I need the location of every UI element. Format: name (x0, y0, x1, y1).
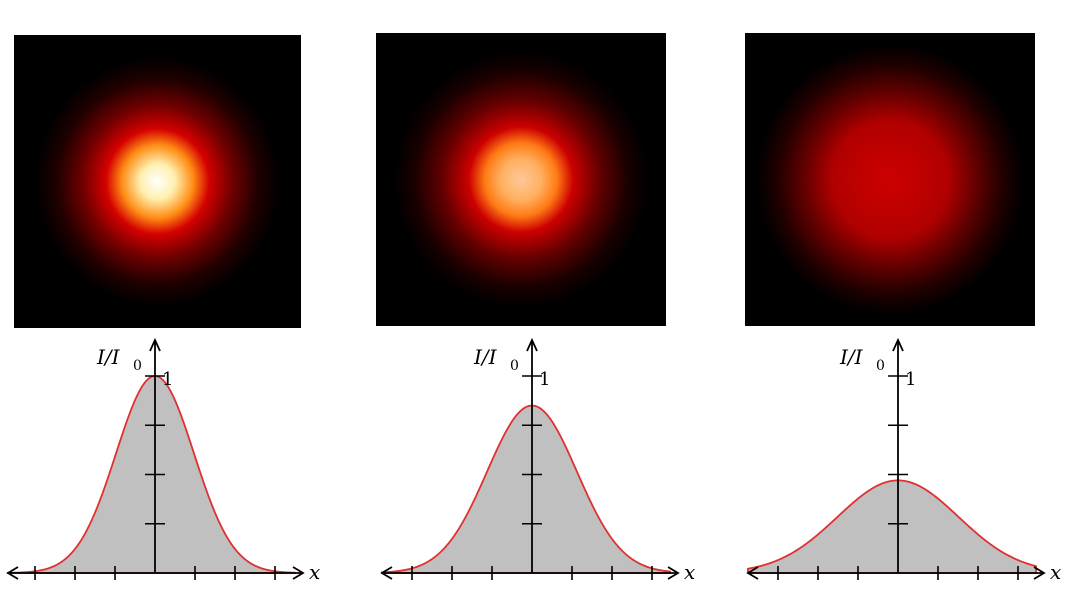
y-axis-label: I/I (473, 345, 498, 369)
panel-1: 1 I/I 0 x (6, 35, 320, 584)
x-axis-label: x (684, 560, 695, 584)
y-axis-arrow-3 (892, 337, 904, 352)
y-axis-arrow-1 (149, 337, 161, 352)
y-axis-label: I/I (839, 345, 864, 369)
y-max-tick-label: 1 (905, 369, 916, 390)
beam-spot-3 (745, 33, 1035, 326)
x-axis-right-arrow-2 (667, 566, 680, 580)
intensity-profile-3 (747, 479, 1037, 574)
panel-3: 1 I/I 0 x (745, 33, 1061, 584)
y-axis-label-subscript: 0 (876, 358, 885, 374)
beam-spot-2 (376, 33, 666, 326)
intensity-profile-2 (381, 404, 671, 574)
y-max-tick-label: 1 (162, 369, 173, 390)
x-axis-left-arrow-3 (746, 566, 759, 580)
x-axis-right-arrow-1 (292, 566, 305, 580)
x-axis-label: x (309, 560, 320, 584)
y-axis-label-subscript: 0 (510, 358, 519, 374)
y-axis-arrow-2 (526, 337, 538, 352)
x-axis-left-arrow-2 (380, 566, 393, 580)
panel-2: 1 I/I 0 x (376, 33, 695, 584)
y-max-tick-label: 1 (539, 369, 550, 390)
x-axis-label: x (1050, 560, 1061, 584)
y-axis-label: I/I (96, 345, 121, 369)
x-axis-left-arrow-1 (6, 566, 19, 580)
beam-spot-1 (14, 35, 301, 328)
x-axis-right-arrow-3 (1033, 566, 1046, 580)
y-axis-label-subscript: 0 (133, 358, 142, 374)
